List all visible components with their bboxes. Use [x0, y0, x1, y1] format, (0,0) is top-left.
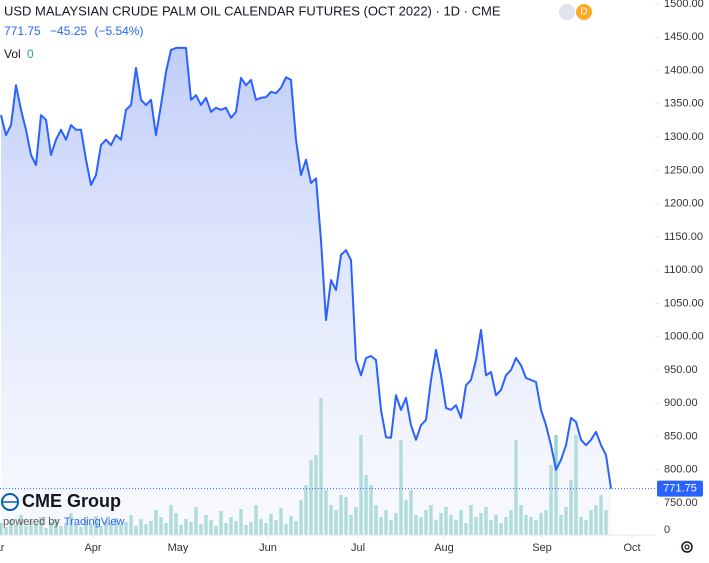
y-tick-label: 1450.00: [664, 31, 704, 43]
y-tick-label: 950.00: [664, 364, 698, 376]
last-price-box: [657, 480, 703, 497]
y-tick-label: 1300.00: [664, 131, 704, 143]
y-tick-label: 900.00: [664, 397, 698, 409]
y-tick-label: 850.00: [664, 430, 698, 442]
x-tick-label: Jul: [351, 542, 365, 554]
chart-title: USD MALAYSIAN CRUDE PALM OIL CALENDAR FU…: [4, 3, 501, 18]
volume-legend-value: 0: [27, 47, 34, 61]
volume-legend: Vol: [4, 47, 21, 61]
price-line: 771.75 −45.25 (−5.54%): [4, 24, 143, 38]
change-percent: (−5.54%): [94, 24, 143, 38]
settings-icon[interactable]: [681, 541, 693, 553]
last-price-label: 771.75: [663, 482, 697, 494]
area-fill: [1, 47, 611, 536]
x-tick-label: Mar: [0, 542, 5, 554]
gear-ring[interactable]: [681, 541, 693, 553]
badge-bg: [559, 4, 575, 20]
y-tick-label: 1000.00: [664, 331, 704, 343]
x-tick-label: Apr: [84, 542, 101, 554]
x-tick-label: Aug: [434, 542, 454, 554]
y-tick-label: 1100.00: [664, 264, 703, 276]
badge-text: D: [580, 7, 587, 18]
volume-axis-label: 0: [664, 524, 670, 536]
y-tick-label: 1150.00: [664, 231, 703, 243]
x-tick-label: May: [168, 542, 189, 554]
y-tick-label: 1500.00: [664, 0, 704, 10]
y-tick-label: 1350.00: [664, 98, 704, 110]
y-tick-label: 1200.00: [664, 198, 704, 210]
badge-d: [576, 4, 592, 20]
y-tick-label: 1050.00: [664, 297, 704, 309]
powered-by: powered by TradingView: [3, 516, 124, 528]
logo: CME Group powered by TradingView: [1, 491, 124, 528]
brand: CME Group: [22, 491, 121, 511]
platform: TradingView: [64, 516, 125, 528]
x-tick-label: Oct: [623, 542, 640, 554]
price-line: [0, 46, 612, 489]
y-tick-label: 800.00: [664, 464, 698, 476]
gear-hub[interactable]: [684, 544, 690, 550]
x-tick-label: Jun: [259, 542, 277, 554]
y-tick-label: 1400.00: [664, 64, 704, 76]
last-price: 771.75: [4, 24, 41, 38]
change: −45.25: [50, 24, 87, 38]
powered-by-text: powered by: [3, 516, 60, 528]
y-tick-label: 1250.00: [664, 164, 704, 176]
y-tick-label: 750.00: [664, 497, 698, 509]
x-tick-label: Sep: [532, 542, 552, 554]
